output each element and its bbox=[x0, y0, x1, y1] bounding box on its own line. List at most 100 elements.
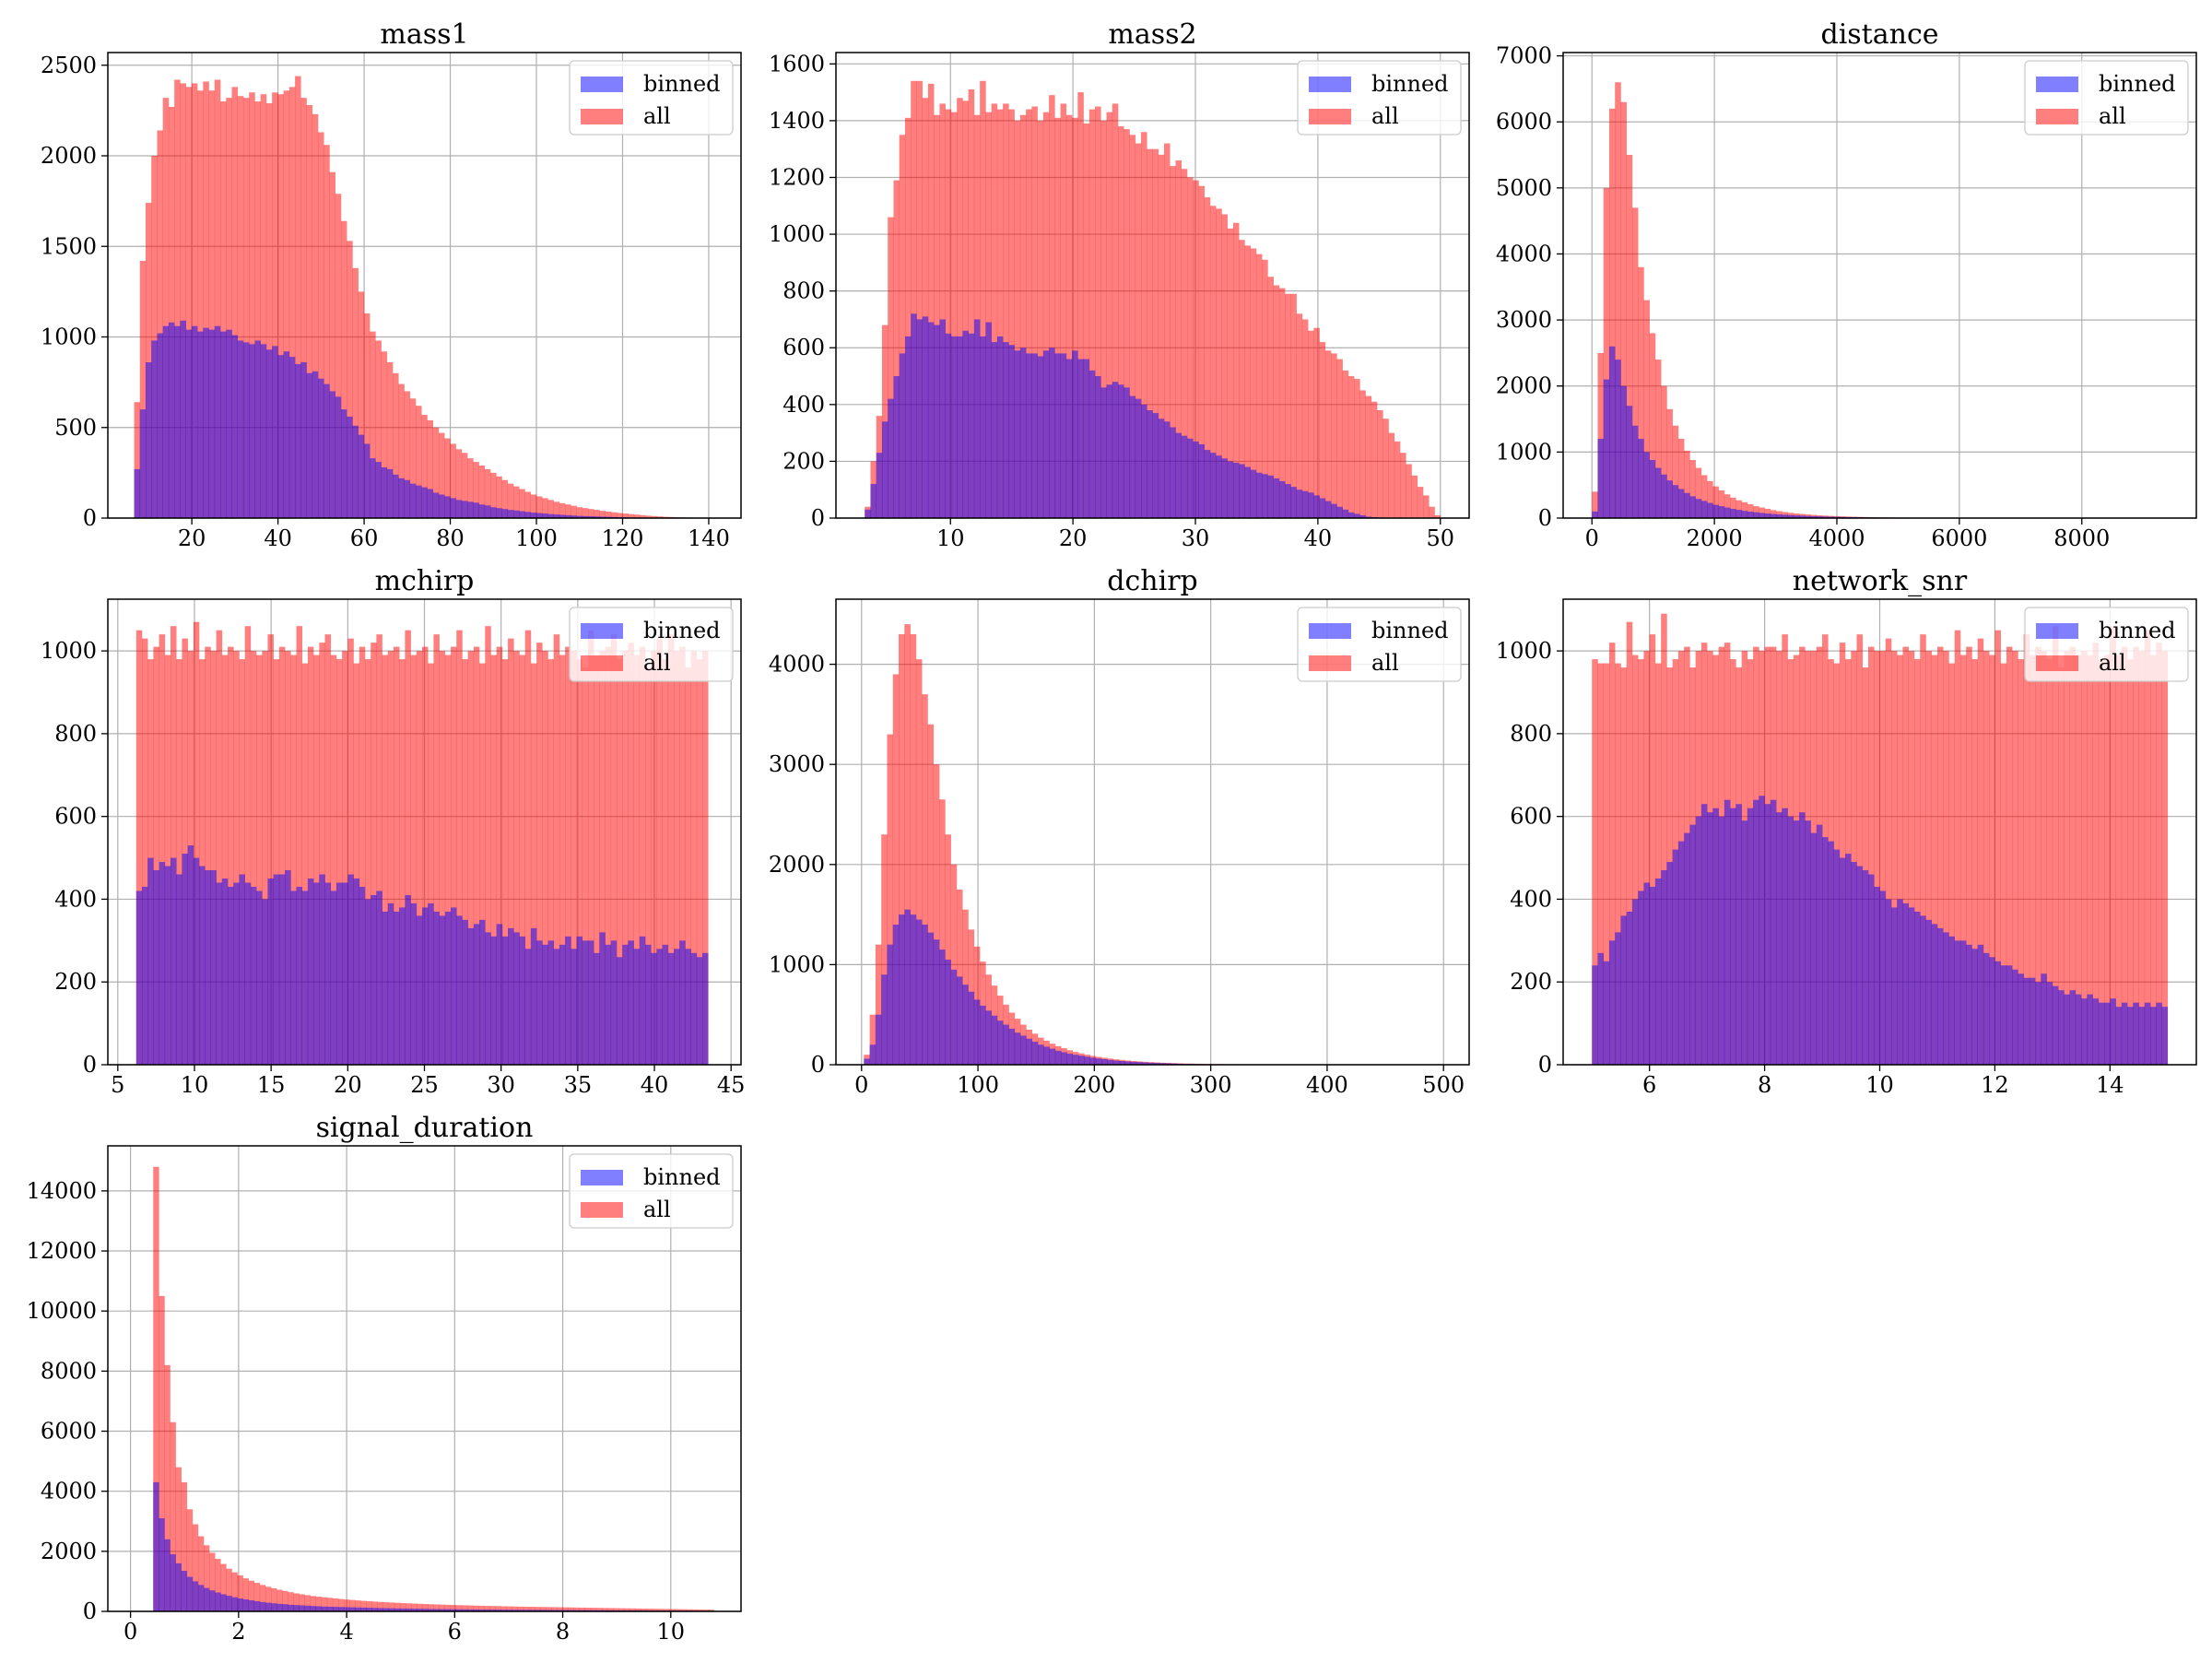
histogram-bar-binned bbox=[272, 346, 278, 518]
histogram-bar-binned bbox=[565, 937, 571, 1065]
histogram-bar-binned bbox=[1175, 433, 1182, 518]
histogram-bar-binned bbox=[1753, 513, 1759, 518]
histogram-bar-binned bbox=[1015, 350, 1021, 518]
histogram-bar-all bbox=[1331, 353, 1337, 518]
histogram-bar-binned bbox=[1061, 1052, 1067, 1065]
histogram-bar-binned bbox=[238, 1598, 243, 1611]
y-tick-label: 0 bbox=[811, 505, 825, 531]
histogram-bar-binned bbox=[927, 933, 934, 1065]
legend-swatch-all bbox=[2036, 655, 2078, 671]
histogram-bar-binned bbox=[1666, 480, 1673, 518]
histogram-bar-binned bbox=[594, 953, 600, 1065]
histogram-bar-all bbox=[1320, 342, 1326, 518]
histogram-bar-binned bbox=[1609, 940, 1616, 1065]
histogram-bar-binned bbox=[905, 336, 912, 518]
histogram-bar-all bbox=[2116, 655, 2123, 1065]
histogram-bar-binned bbox=[176, 1563, 182, 1611]
histogram-bar-binned bbox=[2035, 982, 2041, 1065]
histogram-bar-binned bbox=[2099, 1003, 2105, 1065]
legend-swatch-all bbox=[581, 109, 623, 124]
histogram-bar-binned bbox=[417, 915, 423, 1065]
histogram-bar-binned bbox=[525, 949, 532, 1065]
histogram-bar-binned bbox=[365, 899, 371, 1065]
histogram-bar-binned bbox=[985, 1010, 992, 1065]
histogram-bar-binned bbox=[939, 319, 946, 518]
histogram-bar-binned bbox=[1857, 867, 1864, 1065]
legend-label-all: all bbox=[643, 103, 671, 129]
y-tick-label: 1200 bbox=[769, 164, 825, 190]
histogram-bar-binned bbox=[293, 1605, 299, 1611]
histogram-bar-binned bbox=[1627, 912, 1633, 1065]
histogram-bar-binned bbox=[305, 1606, 311, 1611]
histogram-bar-binned bbox=[394, 912, 400, 1065]
histogram-bar-binned bbox=[1256, 473, 1263, 518]
histogram-bar-binned bbox=[916, 319, 923, 518]
histogram-bar-binned bbox=[284, 351, 290, 518]
histogram-bar-binned bbox=[1073, 1055, 1079, 1065]
histogram-bar-binned bbox=[1297, 489, 1303, 518]
histogram-bar-binned bbox=[233, 882, 240, 1065]
histogram-bar-binned bbox=[422, 907, 429, 1065]
histogram-bar-binned bbox=[1828, 842, 1834, 1065]
histogram-bar-binned bbox=[1279, 481, 1286, 518]
histogram-bar-binned bbox=[2030, 978, 2036, 1065]
histogram-bar-binned bbox=[1724, 508, 1731, 518]
histogram-bar-binned bbox=[193, 1581, 198, 1611]
histogram-bar-binned bbox=[1032, 1042, 1039, 1065]
x-tick-label: 200 bbox=[1073, 1072, 1115, 1098]
histogram-bar-all bbox=[1343, 371, 1349, 518]
histogram-bar-binned bbox=[205, 870, 211, 1065]
histogram-bar-binned bbox=[617, 957, 623, 1065]
histogram-bar-binned bbox=[962, 985, 969, 1065]
histogram-bar-binned bbox=[656, 949, 663, 1065]
histogram-bar-binned bbox=[928, 323, 935, 518]
histogram-bar-binned bbox=[1696, 817, 1702, 1065]
histogram-bar-binned bbox=[1689, 496, 1696, 518]
y-tick-label: 400 bbox=[782, 392, 825, 418]
histogram-bar-binned bbox=[1095, 376, 1101, 518]
x-tick-label: 0 bbox=[1585, 525, 1599, 551]
histogram-bar-binned bbox=[440, 915, 446, 1065]
y-tick-label: 800 bbox=[782, 278, 825, 304]
histogram-bar-binned bbox=[980, 1006, 986, 1065]
histogram-bar-binned bbox=[473, 502, 479, 518]
histogram-bar-binned bbox=[945, 960, 951, 1065]
histogram-bar-binned bbox=[1742, 511, 1748, 518]
histogram-bar-binned bbox=[1920, 915, 1926, 1065]
legend-label-binned: binned bbox=[643, 71, 721, 97]
histogram-bar-binned bbox=[1643, 882, 1650, 1065]
histogram-bar-binned bbox=[1701, 501, 1708, 518]
histogram-bar-binned bbox=[1336, 507, 1343, 518]
histogram-bar-binned bbox=[1031, 353, 1038, 518]
histogram-bar-binned bbox=[1932, 924, 1938, 1065]
histogram-bar-binned bbox=[249, 1600, 254, 1611]
histogram-bar-binned bbox=[1228, 461, 1234, 518]
histogram-bar-binned bbox=[1719, 506, 1725, 518]
histogram-bar-binned bbox=[645, 945, 652, 1065]
histogram-bar-binned bbox=[1811, 833, 1818, 1065]
histogram-bar-binned bbox=[702, 953, 709, 1065]
x-tick-label: 12 bbox=[1981, 1072, 2009, 1098]
histogram-bar-all bbox=[1406, 464, 1412, 518]
histogram-bar-binned bbox=[1597, 953, 1604, 1065]
legend-swatch-binned bbox=[2036, 77, 2078, 92]
histogram-bar-binned bbox=[220, 332, 227, 518]
histogram-bar-binned bbox=[359, 435, 365, 518]
y-tick-label: 2000 bbox=[41, 1539, 97, 1564]
x-tick-label: 10 bbox=[936, 525, 965, 551]
histogram-bar-binned bbox=[341, 409, 347, 518]
histogram-bar-binned bbox=[485, 932, 491, 1065]
histogram-bar-binned bbox=[1147, 410, 1153, 518]
histogram-bar-binned bbox=[136, 890, 143, 1065]
histogram-bar-binned bbox=[2081, 998, 2088, 1065]
y-tick-label: 2000 bbox=[41, 143, 97, 169]
histogram-bar-binned bbox=[153, 1482, 159, 1611]
y-tick-label: 1000 bbox=[41, 324, 97, 350]
histogram-bar-binned bbox=[1233, 463, 1240, 518]
histogram-bar-binned bbox=[588, 940, 594, 1065]
histogram-bar-binned bbox=[1684, 833, 1690, 1065]
histogram-bar-all bbox=[2133, 647, 2139, 1065]
histogram-bar-binned bbox=[519, 512, 525, 518]
histogram-bar-binned bbox=[2064, 995, 2070, 1065]
